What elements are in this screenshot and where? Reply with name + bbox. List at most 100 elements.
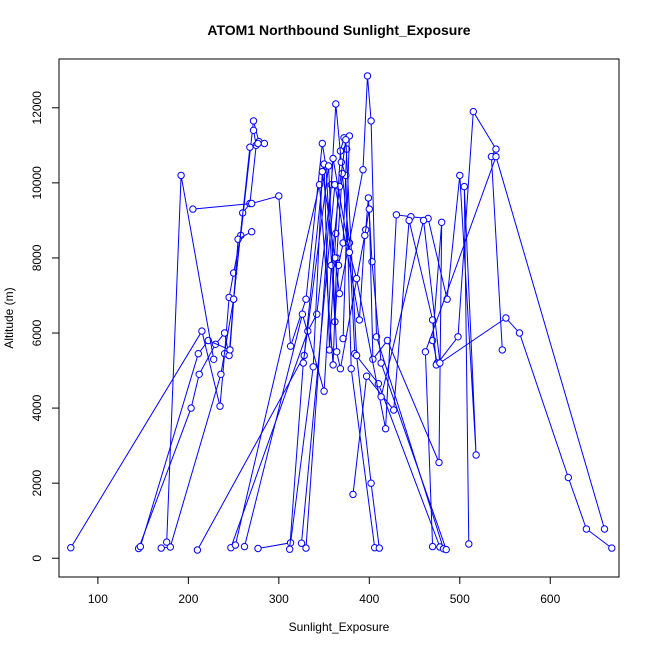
data-point (210, 355, 218, 363)
data-point (249, 126, 258, 135)
data-point (302, 544, 310, 552)
data-point (318, 139, 326, 148)
y-tick-label: 2000 (30, 469, 44, 496)
data-point (187, 404, 195, 412)
series-line (70, 120, 265, 548)
data-point (217, 370, 225, 378)
data-point (336, 365, 345, 373)
x-tick-label: 400 (359, 592, 379, 606)
x-tick-label: 500 (450, 592, 470, 606)
data-point (193, 546, 202, 554)
y-tick-label: 8000 (30, 244, 44, 271)
data-point (515, 329, 524, 337)
data-point (460, 182, 468, 191)
data-point (194, 350, 203, 358)
y-axis: 0 2000 4000 6000 8000 10000 12000 (30, 91, 60, 562)
chart-title: ATOM1 Northbound Sunlight_Exposure (207, 22, 470, 38)
data-point (405, 216, 413, 225)
data-point (428, 316, 437, 324)
data-point (364, 194, 373, 202)
y-axis-label: Altitude (m) (2, 287, 16, 348)
data-point (246, 143, 254, 151)
data-point (438, 218, 446, 227)
data-point (249, 117, 258, 125)
data-point (198, 327, 206, 335)
data-point (390, 406, 398, 414)
data-point (349, 490, 357, 499)
y-tick-label: 12000 (30, 91, 44, 125)
data-point (421, 348, 430, 356)
data-point (248, 199, 256, 208)
data-point (248, 228, 256, 236)
data-point (582, 525, 591, 533)
data-point (327, 261, 335, 270)
x-axis-label: Sunlight_Exposure (289, 620, 390, 634)
data-point (367, 117, 375, 125)
data-point (335, 289, 344, 298)
data-point (377, 393, 385, 401)
data-point (275, 192, 283, 200)
data-point (254, 544, 262, 553)
data-point (502, 314, 510, 322)
y-tick-label: 6000 (30, 319, 44, 346)
data-point (347, 365, 355, 373)
data-point (377, 359, 385, 367)
data-point (231, 541, 240, 549)
data-point (338, 169, 346, 178)
data-point (333, 348, 341, 356)
data-point (361, 231, 369, 240)
data-point (355, 316, 364, 324)
data-point (226, 346, 234, 354)
data-point (465, 540, 473, 548)
x-tick-label: 100 (88, 592, 108, 606)
x-tick-label: 600 (540, 592, 560, 606)
data-point (492, 145, 500, 153)
series-line (424, 154, 605, 547)
data-point (442, 545, 450, 554)
data-point (166, 543, 175, 551)
data-point (313, 310, 321, 318)
data-point (359, 166, 367, 174)
data-point (375, 544, 383, 552)
data-point (608, 544, 616, 552)
y-tick-label: 4000 (30, 394, 44, 421)
data-point (302, 295, 310, 303)
data-point (435, 458, 443, 467)
data-point (600, 525, 609, 533)
series-line (244, 139, 380, 549)
data-point (342, 136, 350, 144)
data-point (419, 216, 428, 225)
data-point (318, 167, 326, 176)
data-point (163, 538, 171, 546)
data-point (472, 451, 480, 459)
y-tick-label: 0 (30, 555, 44, 562)
y-tick-label: 10000 (30, 166, 44, 200)
data-point (454, 333, 462, 341)
data-point (456, 171, 464, 180)
data-point (469, 107, 477, 116)
x-axis: 100 200 300 400 500 600 (88, 576, 561, 606)
data-point (352, 274, 361, 283)
data-point (195, 370, 203, 378)
data-point (329, 154, 337, 163)
series-line (289, 165, 447, 550)
series-line (380, 220, 613, 549)
x-tick-label: 300 (269, 592, 289, 606)
data-point (368, 258, 376, 266)
data-point (297, 539, 306, 547)
data-point (67, 544, 75, 552)
data-point (229, 295, 238, 303)
data-point (260, 139, 269, 148)
data-point (189, 205, 197, 213)
x-tick-label: 200 (178, 592, 198, 606)
data-point (299, 359, 307, 367)
data-point (383, 336, 392, 345)
data-point (492, 152, 500, 161)
data-point (372, 333, 381, 341)
data-point (216, 402, 224, 410)
data-point (157, 544, 165, 552)
data-point (352, 351, 361, 360)
data-point (345, 248, 354, 257)
data-point (365, 205, 373, 213)
